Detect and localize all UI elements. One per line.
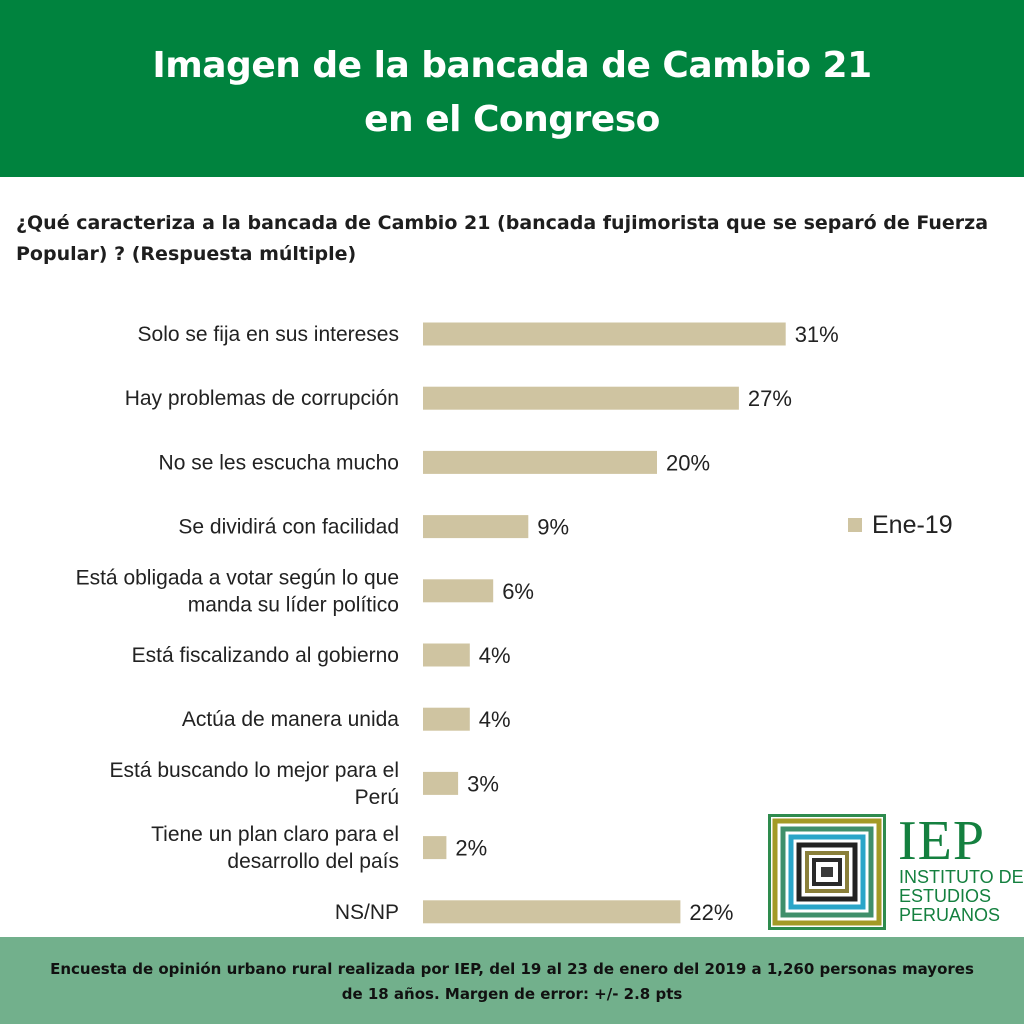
category-label: No se les escucha mucho [159, 451, 399, 474]
category-label: Hay problemas de corrupción [125, 387, 399, 410]
iep-logo-text: IEP [898, 810, 985, 872]
iep-logo-line-2: ESTUDIOS [899, 886, 992, 906]
header-banner: Imagen de la bancada de Cambio 21 en el … [0, 0, 1024, 177]
bar [423, 386, 739, 410]
category-label: manda su líder político [188, 593, 399, 616]
data-label: 3% [467, 771, 499, 796]
bar [423, 579, 494, 603]
data-label: 4% [479, 643, 511, 668]
data-label: 22% [689, 900, 733, 925]
bar [423, 515, 529, 539]
bar [423, 771, 459, 795]
bar [423, 707, 470, 731]
iep-logo: IEP INSTITUTO DE ESTUDIOS PERUANOS [768, 810, 1024, 930]
bar [423, 322, 786, 346]
category-label: Actúa de manera unida [182, 708, 399, 731]
page-title-line-1: Imagen de la bancada de Cambio 21 [152, 45, 872, 86]
bar [423, 450, 657, 474]
data-label: 27% [748, 386, 792, 411]
category-label: Perú [355, 786, 399, 809]
page-title-line-2: en el Congreso [364, 99, 660, 140]
data-label: 31% [795, 322, 839, 347]
category-label: Está buscando lo mejor para el [110, 759, 400, 782]
category-label: Se dividirá con facilidad [178, 516, 399, 539]
category-label: NS/NP [335, 901, 399, 924]
category-label: Solo se fija en sus intereses [138, 323, 399, 346]
iep-logo-line-3: PERUANOS [899, 905, 1001, 925]
data-label: 2% [455, 836, 487, 861]
iep-logo-line-1: INSTITUTO DE [899, 867, 1024, 887]
data-label: 4% [479, 707, 511, 732]
bar [423, 836, 447, 860]
data-label: 6% [502, 579, 534, 604]
bar [423, 643, 470, 667]
category-label: desarrollo del país [227, 850, 399, 873]
legend-swatch [848, 518, 862, 532]
category-label: Está fiscalizando al gobierno [132, 644, 399, 667]
data-label: 9% [537, 515, 569, 540]
bar [423, 900, 681, 924]
category-label: Tiene un plan claro para el [151, 823, 399, 846]
survey-methodology-text: Encuesta de opinión urbano rural realiza… [50, 960, 974, 1003]
survey-question: ¿Qué caracteriza a la bancada de Cambio … [16, 212, 989, 265]
legend-label: Ene-19 [872, 511, 953, 539]
footer-note: Encuesta de opinión urbano rural realiza… [0, 937, 1024, 1024]
category-label: Está obligada a votar según lo que [76, 566, 399, 589]
data-label: 20% [666, 450, 710, 475]
iep-logo-mark [768, 814, 886, 930]
